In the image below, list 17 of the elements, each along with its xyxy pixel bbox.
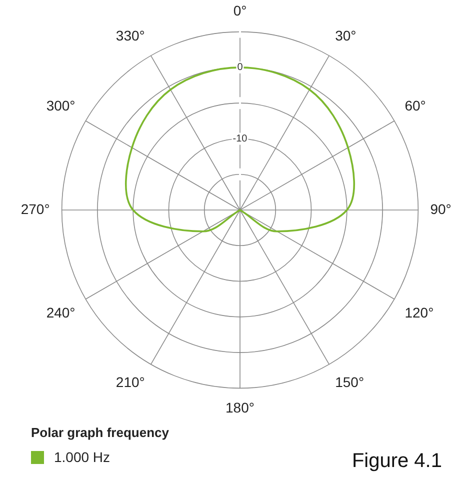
spoke-label: 150° (335, 374, 364, 390)
caption: Figure 4.1 (352, 450, 442, 473)
spoke-label: 300° (46, 97, 76, 114)
spoke-label: 0° (233, 2, 247, 18)
legend-label: 1.000 Hz (54, 449, 110, 465)
spoke-label: 270° (20, 200, 50, 217)
y-tick-label: -10 (232, 133, 248, 144)
spoke-label: 330° (116, 28, 145, 44)
spoke-label: 210° (116, 374, 145, 390)
y-tick-label: 0 (237, 62, 244, 74)
spoke-label: 180° (226, 399, 254, 416)
spoke-label: 60° (404, 97, 426, 114)
spoke-label: 240° (46, 304, 76, 320)
legend-title: Polar graph frequency (31, 425, 169, 440)
spoke-label: 90° (430, 200, 452, 217)
spoke-label: 120° (404, 304, 434, 320)
spoke-label: 30° (335, 28, 356, 44)
